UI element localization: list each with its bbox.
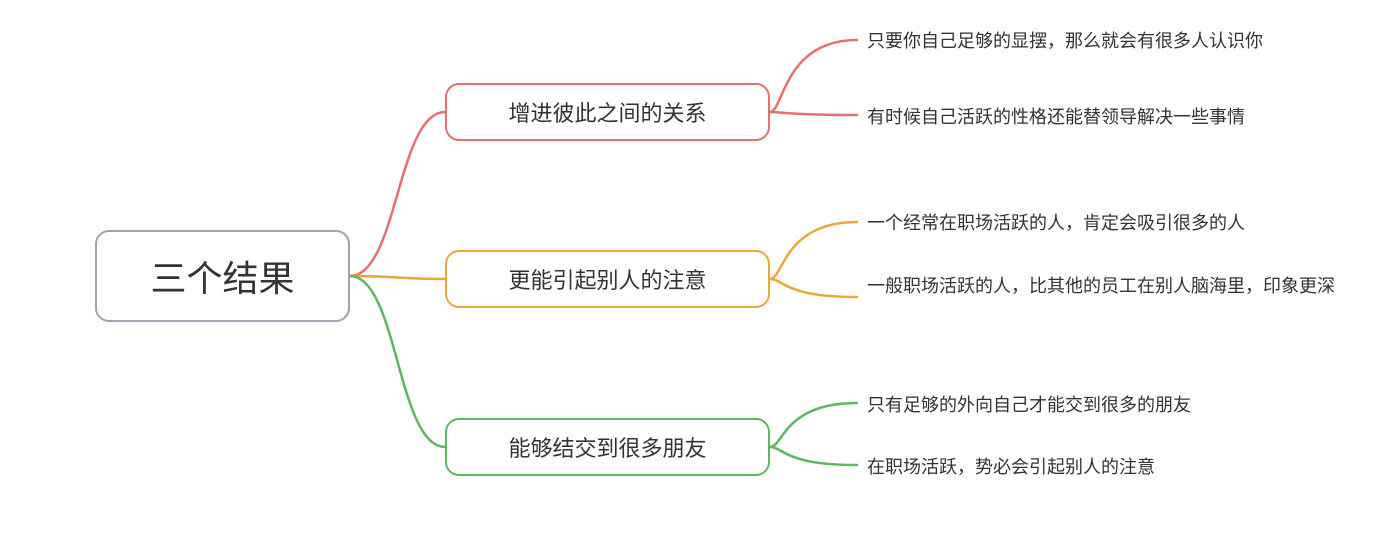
leaf-node-2-1[interactable]: 一个经常在职场活跃的人，肯定会吸引很多的人	[867, 210, 1367, 237]
leaf-1-2-text: 有时候自己活跃的性格还能替领导解决一些事情	[867, 107, 1245, 127]
leaf-3-2-text: 在职场活跃，势必会引起别人的注意	[867, 457, 1155, 477]
leaf-node-3-2[interactable]: 在职场活跃，势必会引起别人的注意	[867, 454, 1367, 481]
branch-1-label: 增进彼此之间的关系	[508, 96, 706, 128]
leaf-node-1-1[interactable]: 只要你自己足够的显摆，那么就会有很多人认识你	[867, 28, 1357, 55]
root-node[interactable]: 三个结果	[95, 230, 350, 322]
leaf-3-1-text: 只有足够的外向自己才能交到很多的朋友	[867, 395, 1191, 415]
mindmap-canvas: 三个结果 增进彼此之间的关系 只要你自己足够的显摆，那么就会有很多人认识你 有时…	[0, 0, 1375, 538]
root-label: 三个结果	[150, 250, 294, 302]
branch-node-3[interactable]: 能够结交到很多朋友	[445, 418, 770, 476]
branch-3-label: 能够结交到很多朋友	[508, 431, 706, 463]
leaf-2-1-text: 一个经常在职场活跃的人，肯定会吸引很多的人	[867, 213, 1245, 233]
branch-node-1[interactable]: 增进彼此之间的关系	[445, 83, 770, 141]
leaf-2-2-text: 一般职场活跃的人，比其他的员工在别人脑海里，印象更深	[867, 276, 1335, 296]
branch-2-label: 更能引起别人的注意	[508, 263, 706, 295]
leaf-node-3-1[interactable]: 只有足够的外向自己才能交到很多的朋友	[867, 392, 1367, 419]
branch-node-2[interactable]: 更能引起别人的注意	[445, 250, 770, 308]
leaf-node-1-2[interactable]: 有时候自己活跃的性格还能替领导解决一些事情	[867, 104, 1367, 131]
leaf-node-2-2[interactable]: 一般职场活跃的人，比其他的员工在别人脑海里，印象更深	[867, 273, 1357, 300]
leaf-1-1-text: 只要你自己足够的显摆，那么就会有很多人认识你	[867, 31, 1263, 51]
